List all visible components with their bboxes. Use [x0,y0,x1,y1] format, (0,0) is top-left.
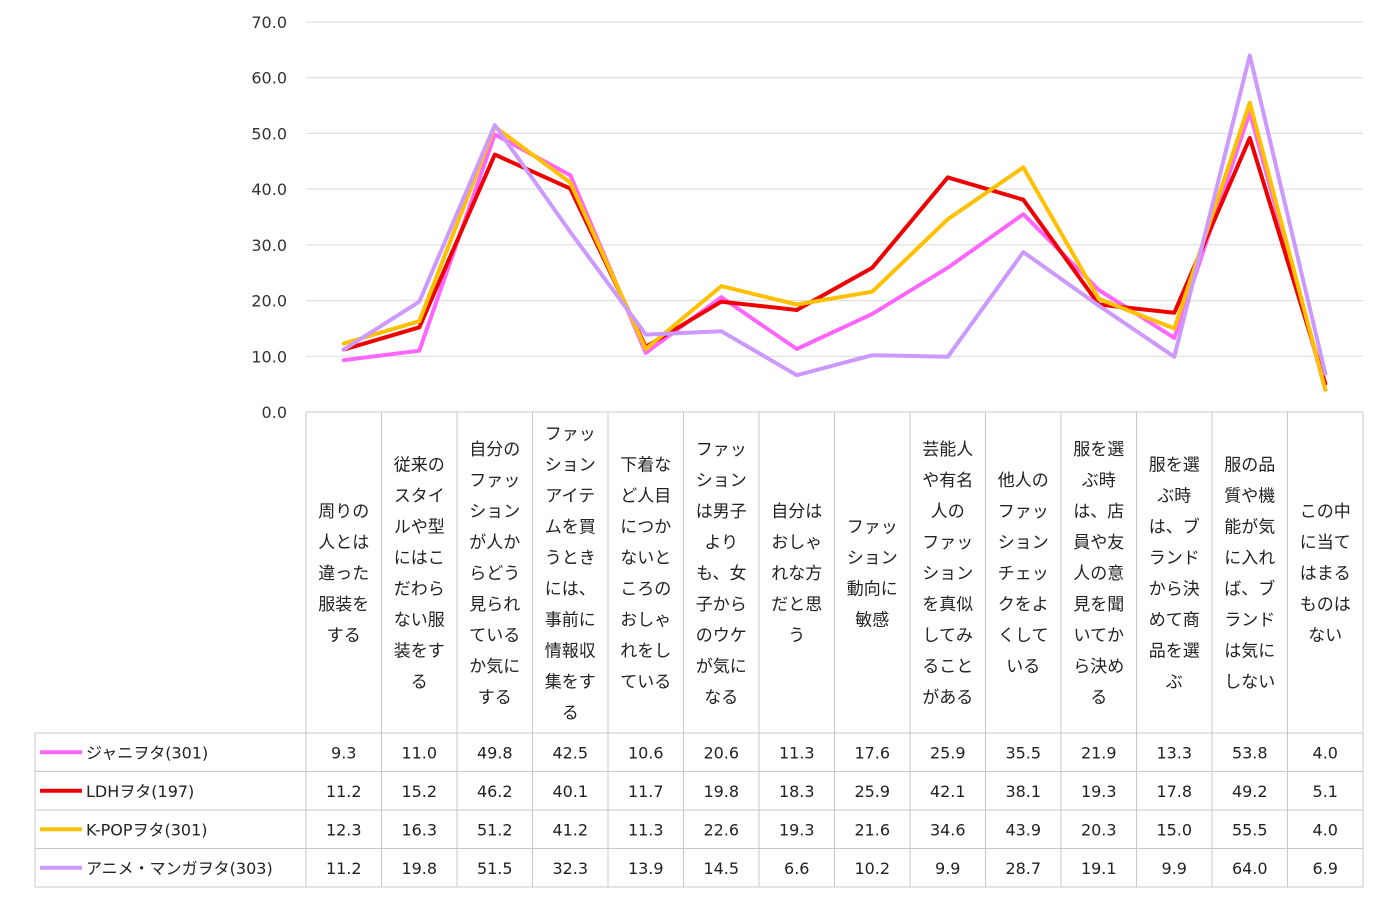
data-label: 51.5 [477,859,513,878]
data-label: 11.3 [628,820,664,839]
data-label: 9.9 [1162,859,1187,878]
category-label: この中に当てはまるものはない [1300,502,1351,646]
category-label: 自分はおしゃれな方だと思う [771,502,822,646]
legend-label: アニメ・マンガヲタ(303) [86,859,273,878]
data-label: 15.0 [1156,820,1192,839]
data-label: 11.3 [779,743,815,762]
category-label: 自分のファッションが人からどう見られているか気にする [469,440,520,708]
data-label: 51.2 [477,820,513,839]
y-tick-label: 10.0 [251,347,287,366]
legend-label: K-POPヲタ(301) [86,820,208,839]
data-label: 9.3 [331,743,356,762]
category-label: 服の品質や機能が気に入れば、ブランドは気にしない [1224,456,1275,693]
data-label: 19.1 [1081,859,1117,878]
data-label: 5.1 [1313,782,1338,801]
category-label: 従来のスタイルや型にはこだわらない服装をする [394,456,445,693]
data-label: 49.8 [477,743,513,762]
data-label: 40.1 [552,782,588,801]
y-tick-label: 30.0 [251,236,287,255]
data-label: 13.3 [1156,743,1192,762]
category-label: 芸能人や有名人のファッションを真似してみることがある [922,440,973,708]
category-label: 服を選ぶ時は、店員や友人の意見を聞いてから決める [1073,440,1124,708]
data-label: 64.0 [1232,859,1268,878]
data-label: 35.5 [1005,743,1041,762]
y-tick-label: 40.0 [251,180,287,199]
category-label: 他人のファッションチェックをよくしている [998,471,1049,677]
legend-label: LDHヲタ(197) [86,782,194,801]
data-label: 11.7 [628,782,664,801]
data-label: 18.3 [779,782,815,801]
gridlines [306,21,1363,357]
data-label: 42.1 [930,782,966,801]
data-label: 10.6 [628,743,664,762]
data-label: 42.5 [552,743,588,762]
category-label: 服を選ぶ時は、ブランドから決めて商品を選ぶ [1149,456,1200,693]
data-label: 6.6 [784,859,809,878]
y-tick-label: 60.0 [251,69,287,88]
data-label: 16.3 [401,820,437,839]
data-label: 17.6 [854,743,890,762]
series-line [341,53,1328,378]
data-label: 28.7 [1005,859,1041,878]
y-tick-label: 20.0 [251,292,287,311]
data-table [34,411,1364,888]
data-label: 25.9 [854,782,890,801]
series-line [341,100,1328,392]
data-table-values: 9.3 11.0 49.8 42.5 10.6 20.6 11.3 17.6 25.9 35.5 2… [326,743,1338,878]
category-label: ファッションは男子よりも、女子からのウケが気になる [696,440,747,708]
data-label: 9.9 [935,859,960,878]
data-label: 20.6 [703,743,739,762]
y-tick-label: 0.0 [262,403,287,422]
data-label: 13.9 [628,859,664,878]
data-label: 11.2 [326,782,362,801]
data-label: 25.9 [930,743,966,762]
data-label: 4.0 [1313,820,1338,839]
y-tick-label: 70.0 [251,13,287,32]
data-label: 11.2 [326,859,362,878]
data-label: 6.9 [1313,859,1338,878]
category-labels: 周りの人とは違った服装をする従来のスタイルや型にはこだわらない服装をする自分のフ… [318,425,1351,724]
data-label: 53.8 [1232,743,1268,762]
series-lines [341,53,1328,392]
data-label: 22.6 [703,820,739,839]
data-label: 38.1 [1005,782,1041,801]
data-label: 49.2 [1232,782,1268,801]
series-line [341,135,1328,386]
data-label: 19.3 [779,820,815,839]
y-tick-label: 50.0 [251,124,287,143]
category-label: 周りの人とは違った服装をする [318,502,369,646]
data-label: 34.6 [930,820,966,839]
data-label: 10.2 [854,859,890,878]
data-label: 19.8 [401,859,437,878]
data-label: 21.9 [1081,743,1117,762]
data-label: 11.0 [401,743,437,762]
data-label: 41.2 [552,820,588,839]
data-label: 12.3 [326,820,362,839]
data-label: 46.2 [477,782,513,801]
data-label: 15.2 [401,782,437,801]
category-label: ファッション動向に敏感 [847,518,898,631]
data-label: 55.5 [1232,820,1268,839]
category-label: ファッションアイテムを買うときには、事前に情報収集をする [545,425,596,724]
data-label: 43.9 [1005,820,1041,839]
category-label: 下着など人目につかないところのおしゃれをしている [620,456,671,693]
data-label: 14.5 [703,859,739,878]
legend-label: ジャニヲタ(301) [86,743,208,762]
data-label: 17.8 [1156,782,1192,801]
data-label: 19.8 [703,782,739,801]
legend: ジャニヲタ(301) LDHヲタ(197) K-POPヲタ(301) アニメ・マンガヲ… [40,743,273,878]
data-label: 21.6 [854,820,890,839]
data-label: 32.3 [552,859,588,878]
data-label: 19.3 [1081,782,1117,801]
data-label: 20.3 [1081,820,1117,839]
data-label: 4.0 [1313,743,1338,762]
y-axis-ticks: 0.0 10.0 20.0 30.0 40.0 50.0 60.0 70.0 [251,13,287,422]
